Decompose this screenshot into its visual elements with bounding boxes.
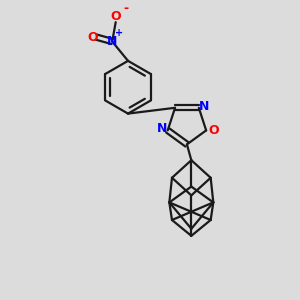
- Text: O: O: [88, 31, 98, 44]
- Text: -: -: [124, 2, 129, 15]
- Text: O: O: [209, 124, 219, 137]
- Text: +: +: [115, 28, 123, 38]
- Text: O: O: [110, 11, 121, 23]
- Text: N: N: [107, 35, 117, 48]
- Text: N: N: [157, 122, 168, 135]
- Text: N: N: [199, 100, 209, 112]
